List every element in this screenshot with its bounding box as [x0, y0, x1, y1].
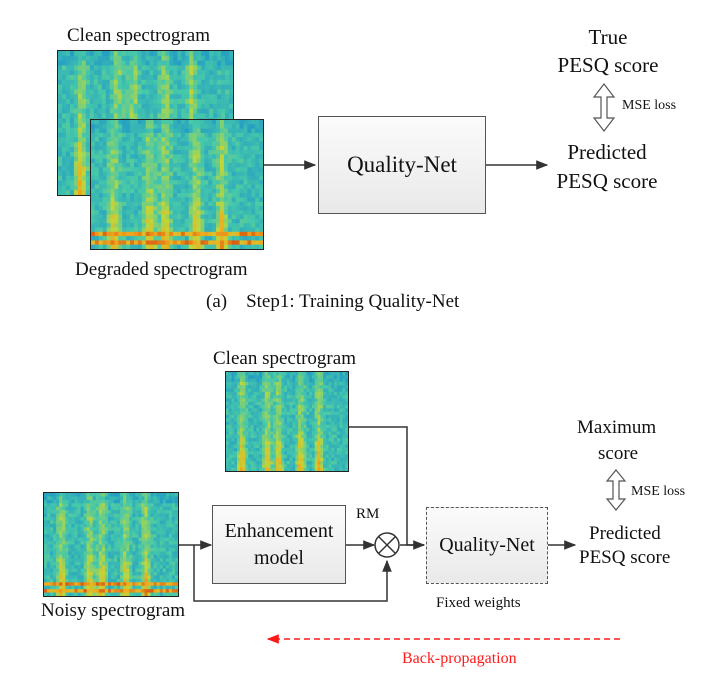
step2-noisy-spectrogram — [43, 492, 179, 597]
step1-mse-loss-label: MSE loss — [622, 98, 677, 113]
step1-true-score-line1: True — [588, 25, 628, 49]
mse-double-arrow-step1 — [592, 83, 616, 132]
step1-quality-net-box: Quality-Net — [318, 116, 486, 214]
step2-quality-net-box: Quality-Net — [426, 507, 548, 584]
wire-noisy-bypass — [193, 545, 392, 602]
wire-clean-to-qualitynet — [349, 426, 426, 550]
max-score-line2: score — [598, 443, 639, 464]
step1-predicted-line2: PESQ score — [556, 169, 658, 193]
step1-quality-net-label: Quality-Net — [347, 152, 457, 177]
step2-mse-loss-label: MSE loss — [631, 484, 686, 499]
enhancement-model-box: Enhancement model — [212, 505, 346, 584]
enhancement-model-label-line1: Enhancement — [224, 519, 334, 542]
backprop-label: Back-propagation — [402, 650, 517, 667]
fixed-weights-label: Fixed weights — [436, 595, 521, 611]
step1-degraded-spectrogram-label: Degraded spectrogram — [75, 259, 248, 280]
step1-clean-spectrogram-label: Clean spectrogram — [67, 25, 210, 46]
step1-true-score-line2: PESQ score — [557, 53, 659, 77]
step2-clean-spectrogram-label: Clean spectrogram — [213, 348, 356, 369]
step1-degraded-spectrogram — [90, 119, 264, 250]
step2-predicted-line1: Predicted — [589, 523, 661, 544]
multiply-operator — [374, 532, 400, 558]
step2-noisy-spectrogram-label: Noisy spectrogram — [41, 600, 186, 621]
step1-caption: (a) Step1: Training Quality-Net — [206, 291, 460, 312]
rm-label: RM — [356, 506, 380, 522]
max-score-line1: Maximum — [577, 417, 657, 438]
mse-double-arrow-step2 — [605, 469, 627, 511]
step2-clean-spectrogram — [225, 371, 349, 472]
step2-quality-net-label: Quality-Net — [439, 534, 535, 556]
step2-predicted-line2: PESQ score — [579, 547, 671, 568]
step1-predicted-line1: Predicted — [567, 140, 647, 164]
enhancement-model-label-line2: model — [254, 546, 304, 569]
